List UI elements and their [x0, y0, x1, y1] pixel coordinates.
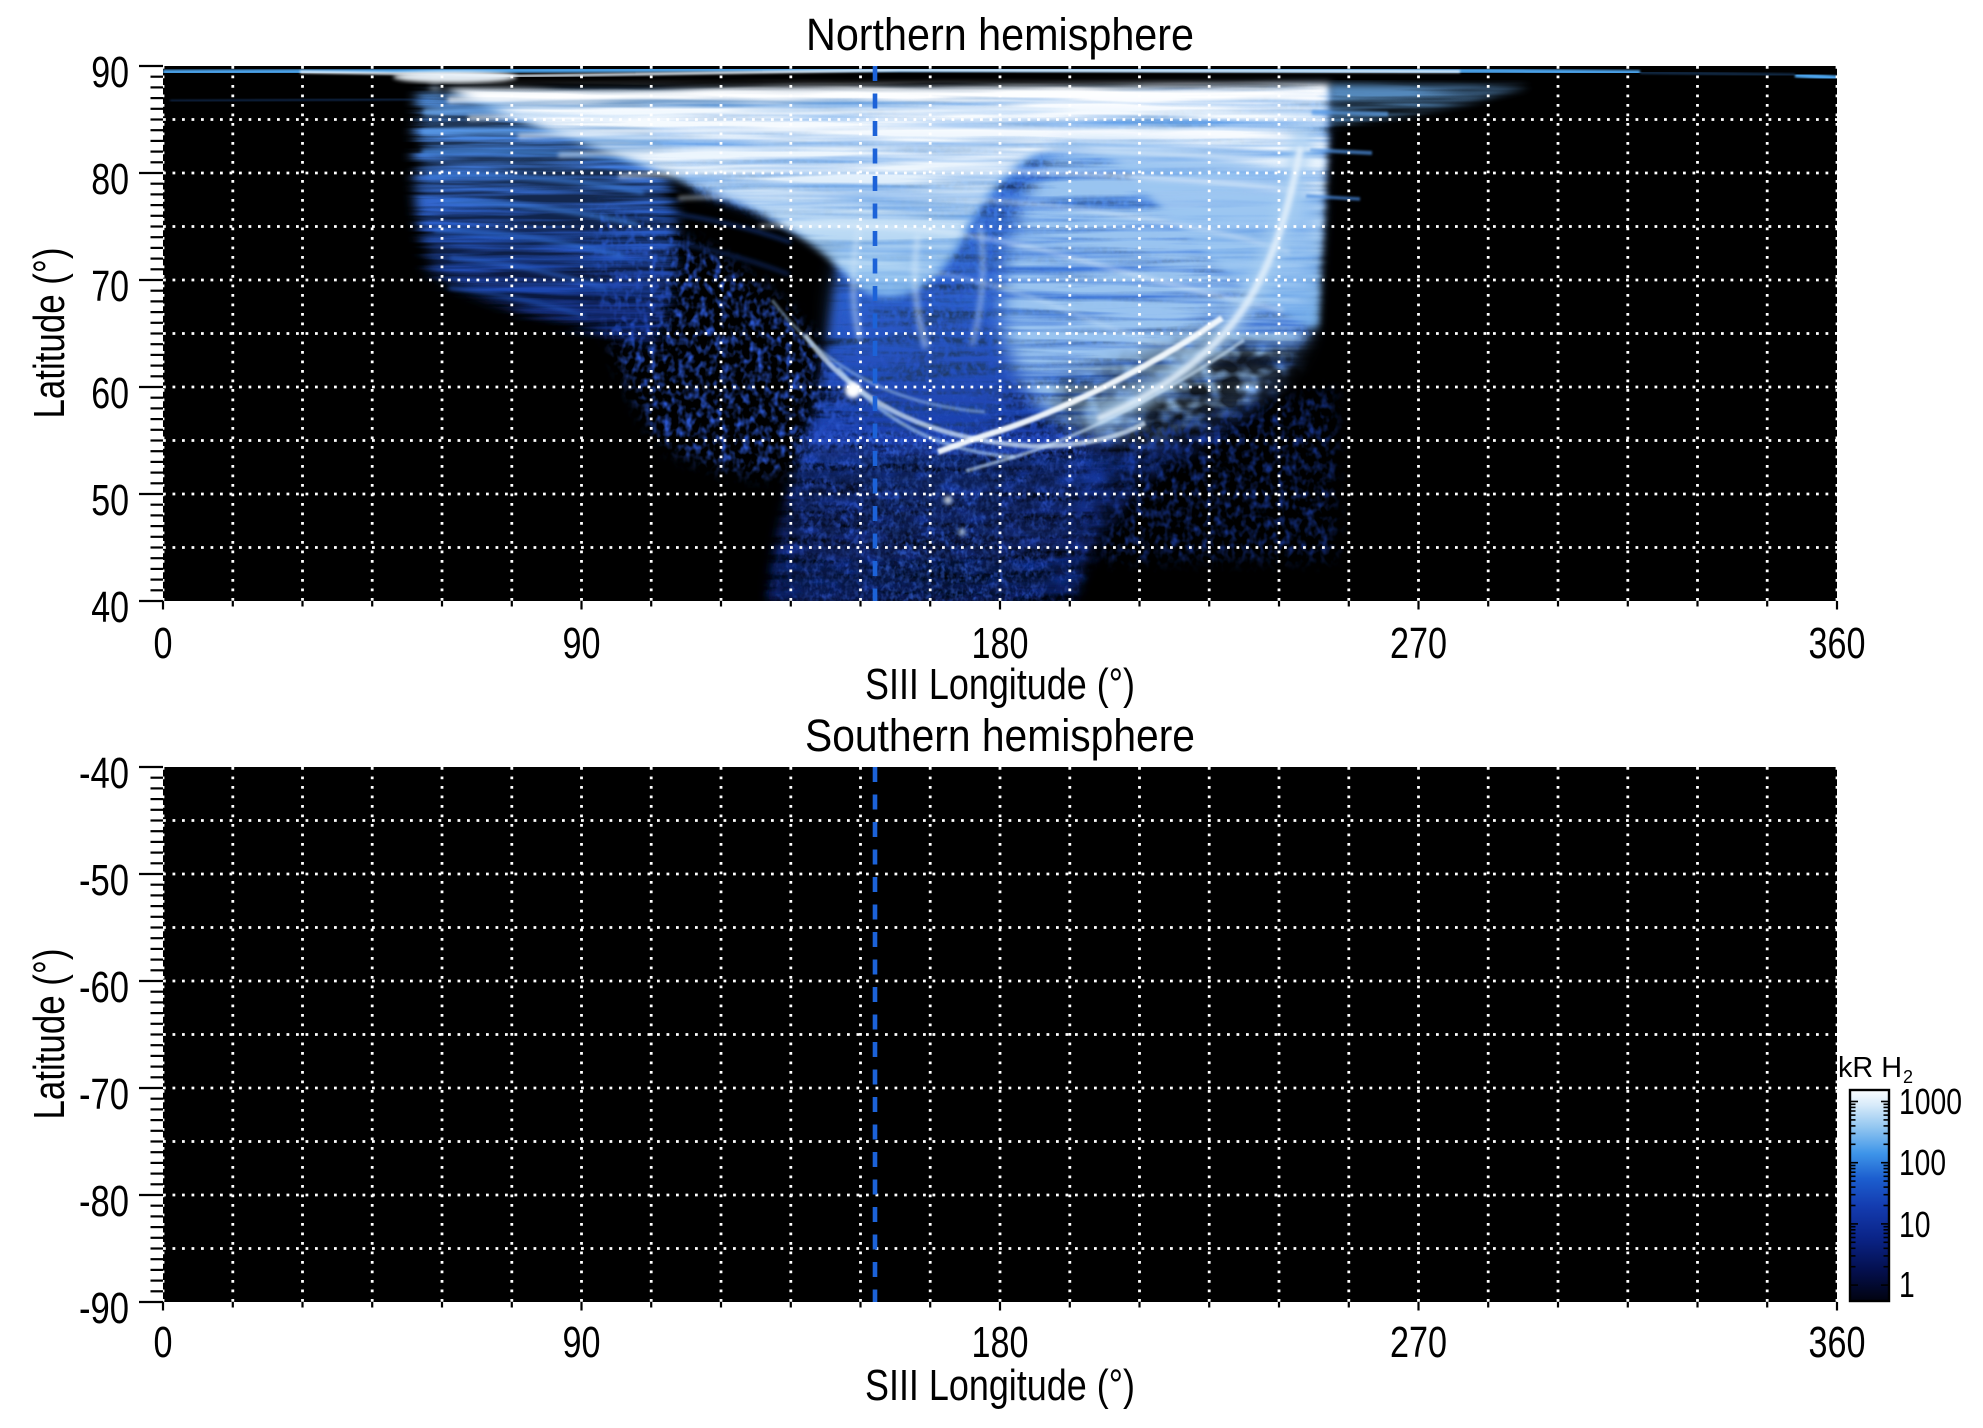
svg-text:Latitude (°): Latitude (°) [26, 949, 74, 1120]
svg-text:Northern hemisphere: Northern hemisphere [806, 9, 1194, 60]
svg-text:-60: -60 [79, 964, 129, 1012]
svg-text:40: 40 [91, 584, 129, 632]
svg-text:SIII Longitude (°): SIII Longitude (°) [865, 1362, 1135, 1410]
svg-text:1: 1 [1899, 1264, 1915, 1305]
svg-text:-40: -40 [79, 750, 129, 798]
svg-text:70: 70 [91, 263, 129, 311]
svg-text:180: 180 [972, 1319, 1029, 1367]
svg-text:-70: -70 [79, 1071, 129, 1119]
svg-text:270: 270 [1390, 620, 1447, 668]
svg-text:-80: -80 [79, 1178, 129, 1226]
svg-text:-50: -50 [79, 857, 129, 905]
svg-text:kR H: kR H [1838, 1052, 1902, 1084]
svg-text:360: 360 [1809, 620, 1866, 668]
svg-text:90: 90 [563, 1319, 601, 1367]
svg-text:2: 2 [1903, 1067, 1913, 1087]
svg-text:0: 0 [154, 620, 173, 668]
svg-text:360: 360 [1809, 1319, 1866, 1367]
svg-text:270: 270 [1390, 1319, 1447, 1367]
svg-text:50: 50 [91, 477, 129, 525]
svg-text:SIII Longitude (°): SIII Longitude (°) [865, 661, 1135, 709]
svg-text:Southern hemisphere: Southern hemisphere [805, 710, 1195, 761]
svg-text:1000: 1000 [1899, 1081, 1962, 1122]
svg-text:80: 80 [91, 156, 129, 204]
svg-text:Latitude (°): Latitude (°) [26, 248, 74, 419]
svg-text:100: 100 [1899, 1142, 1946, 1183]
svg-text:60: 60 [91, 370, 129, 418]
svg-text:90: 90 [91, 49, 129, 97]
svg-text:180: 180 [972, 620, 1029, 668]
svg-text:0: 0 [154, 1319, 173, 1367]
svg-text:10: 10 [1899, 1204, 1931, 1245]
svg-text:-90: -90 [79, 1285, 129, 1333]
svg-text:90: 90 [563, 620, 601, 668]
